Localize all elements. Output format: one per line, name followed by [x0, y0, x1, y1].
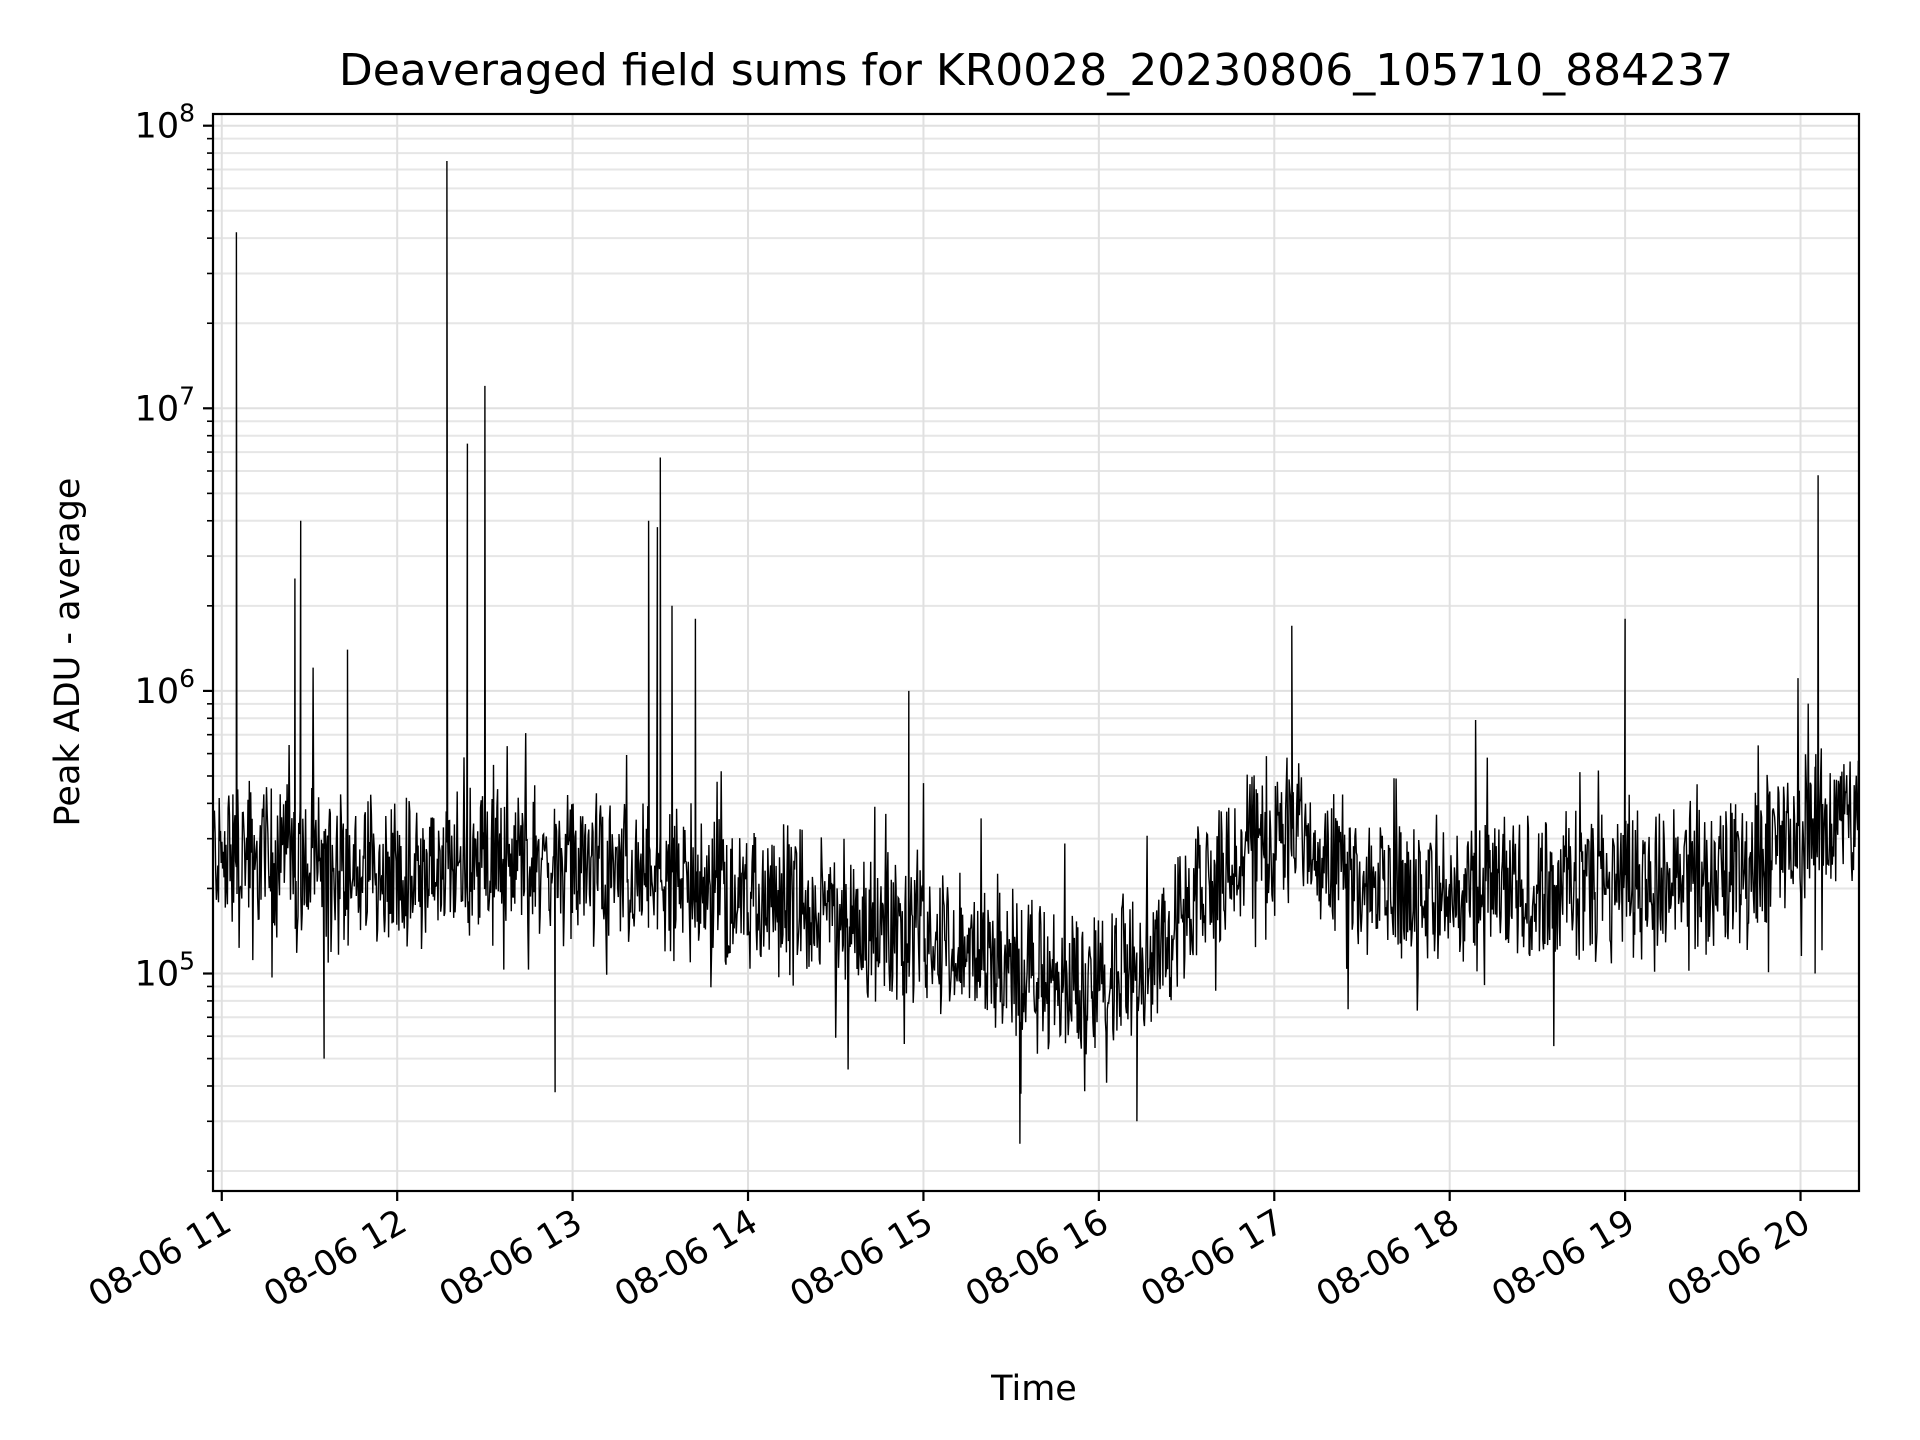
y-tick-base: 10 — [135, 672, 180, 712]
series-line — [212, 160, 1860, 1144]
y-tick-base: 10 — [135, 955, 180, 995]
grid — [213, 114, 1859, 1191]
y-tick-exponent: 7 — [179, 381, 195, 410]
y-tick-label: 108 — [135, 99, 195, 147]
x-tick-label: 08-06 16 — [959, 1202, 1115, 1315]
x-axis-label: Time — [990, 1369, 1077, 1409]
y-tick-exponent: 6 — [179, 664, 195, 693]
x-tick-label: 08-06 17 — [1134, 1202, 1290, 1315]
x-tick-label: 08-06 20 — [1661, 1202, 1817, 1315]
y-tick-exponent: 8 — [179, 99, 195, 128]
y-tick-label: 107 — [135, 381, 195, 429]
series-layer — [212, 160, 1860, 1144]
y-tick-label: 105 — [135, 947, 195, 995]
y-tick-base: 10 — [135, 389, 180, 429]
y-tick-exponent: 5 — [179, 947, 195, 976]
x-tick-label: 08-06 18 — [1310, 1202, 1466, 1315]
x-tick-label: 08-06 13 — [433, 1202, 589, 1315]
y-tick-base: 10 — [135, 107, 180, 147]
x-tick-label: 08-06 15 — [784, 1202, 940, 1315]
x-tick-label: 08-06 19 — [1485, 1202, 1641, 1315]
x-tick-label: 08-06 12 — [257, 1202, 413, 1315]
x-tick-label: 08-06 11 — [82, 1202, 238, 1315]
y-tick-label: 106 — [135, 664, 195, 712]
chart-title: Deaveraged field sums for KR0028_2023080… — [339, 45, 1733, 96]
x-tick-label: 08-06 14 — [608, 1202, 764, 1315]
y-axis-label: Peak ADU - average — [48, 478, 88, 827]
plot-frame — [211, 112, 1861, 1193]
axis-ticks — [203, 124, 1802, 1201]
